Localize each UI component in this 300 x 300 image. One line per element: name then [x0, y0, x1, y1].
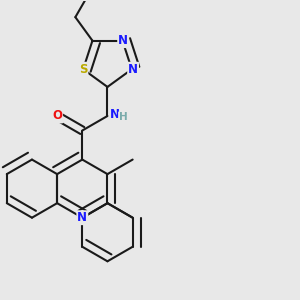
Text: S: S — [79, 63, 87, 76]
Text: N: N — [77, 211, 87, 224]
Text: H: H — [119, 112, 128, 122]
Text: N: N — [128, 63, 138, 76]
Text: O: O — [52, 110, 62, 122]
Text: N: N — [118, 34, 128, 47]
Text: N: N — [110, 108, 120, 121]
